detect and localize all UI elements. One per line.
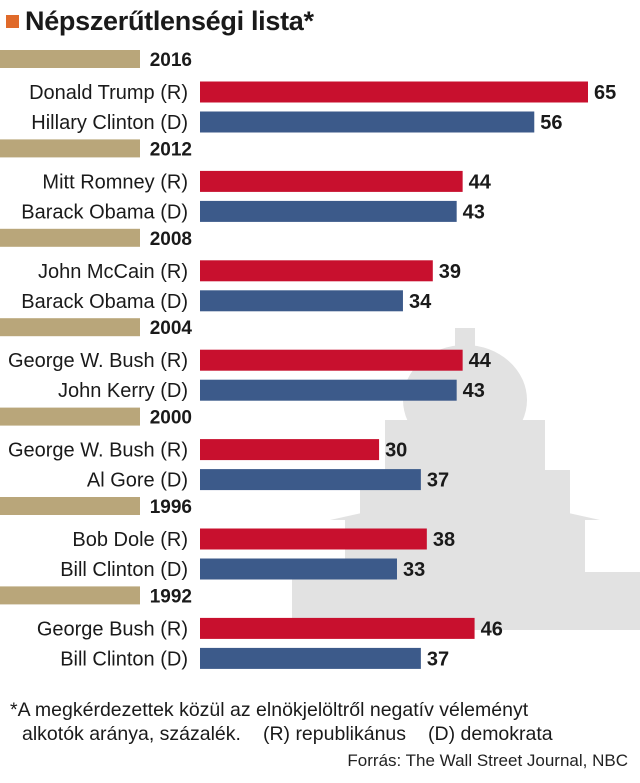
bar-value-label: 65 (594, 82, 616, 104)
bar-republican (200, 260, 433, 282)
bar-value-label: 30 (385, 440, 407, 462)
bar-republican (200, 170, 463, 192)
bar-value-label: 44 (469, 171, 492, 193)
bar-democrat (200, 379, 457, 401)
candidate-label: Donald Trump (R) (29, 82, 188, 104)
bar-value-label: 33 (403, 559, 425, 581)
bar-democrat (200, 558, 397, 580)
bar-republican (200, 349, 463, 371)
year-label: 1996 (150, 497, 192, 518)
candidate-label: Barack Obama (D) (21, 291, 188, 313)
year-group-2008: 2008 John McCain (R) 39 Barack Obama (D) 34 (0, 228, 461, 313)
year-band (0, 228, 140, 247)
year-group-2016: 2016 Donald Trump (R) 65 Hillary Clinton (D… (0, 50, 616, 134)
year-label: 2008 (150, 229, 192, 250)
footnote-line-2: alkotók aránya, százalék. (R) republikánu… (10, 722, 630, 746)
candidate-label: Barack Obama (D) (21, 201, 188, 223)
bar-democrat (200, 647, 421, 669)
candidate-label: John Kerry (D) (58, 380, 188, 402)
year-label: 1992 (150, 586, 192, 607)
bar-republican (200, 81, 588, 103)
bar-democrat (200, 200, 457, 222)
bar-democrat (200, 290, 403, 312)
legend-republican: (R) republikánus (262, 723, 407, 745)
bar-republican (200, 528, 427, 550)
candidate-label: Al Gore (D) (87, 470, 188, 492)
candidate-label: George W. Bush (R) (8, 350, 188, 372)
candidate-label: George W. Bush (R) (8, 440, 188, 462)
year-band (0, 586, 140, 605)
year-group-2012: 2012 Mitt Romney (R) 44 Barack Obama (D) 43 (0, 139, 492, 223)
year-band (0, 407, 140, 426)
year-label: 2012 (150, 139, 192, 160)
bar-value-label: 43 (463, 380, 485, 402)
candidate-label: Hillary Clinton (D) (31, 112, 188, 134)
bar-value-label: 37 (427, 648, 449, 670)
candidate-label: George Bush (R) (37, 618, 188, 640)
bar-value-label: 38 (433, 529, 455, 551)
source-credit: Forrás: The Wall Street Journal, NBC (347, 751, 628, 770)
bar-republican (200, 439, 380, 461)
year-band (0, 139, 140, 158)
year-group-2000: 2000 George W. Bush (R) 30 Al Gore (D) 37 (0, 407, 449, 492)
year-band (0, 50, 140, 68)
year-label: 2004 (150, 318, 193, 339)
candidate-label: Bill Clinton (D) (60, 559, 188, 581)
bar-value-label: 46 (481, 618, 503, 640)
bar-value-label: 34 (409, 291, 432, 313)
year-group-2004: 2004 George W. Bush (R) 44 John Kerry (D) 43 (0, 318, 492, 402)
year-label: 2016 (150, 50, 192, 71)
year-group-1996: 1996 Bob Dole (R) 38 Bill Clinton (D) 33 (0, 497, 455, 581)
chart-rows: 2016 Donald Trump (R) 65 Hillary Clinton (D… (0, 50, 616, 670)
footnote-unit-note: alkotók aránya, százalék. (22, 723, 241, 745)
bar-democrat (200, 111, 535, 133)
year-label: 2000 (150, 408, 192, 429)
year-band (0, 497, 140, 515)
year-band (0, 318, 140, 337)
candidate-label: Bob Dole (R) (72, 529, 188, 551)
bar-democrat (200, 469, 421, 491)
footnote-line-1: *A megkérdezettek közül az elnökjelöltrő… (10, 699, 529, 721)
candidate-label: Mitt Romney (R) (42, 171, 188, 193)
bar-value-label: 39 (439, 261, 461, 283)
candidate-label: John McCain (R) (38, 261, 188, 283)
bar-republican (200, 617, 475, 639)
bar-value-label: 37 (427, 470, 449, 492)
year-group-1992: 1992 George Bush (R) 46 Bill Clinton (D) 37 (0, 586, 503, 670)
bar-value-label: 43 (463, 201, 485, 223)
footnote: *A megkérdezettek közül az elnökjelöltrő… (10, 698, 630, 746)
legend-democrat: (D) demokrata (428, 723, 553, 745)
title-marker-icon (6, 14, 19, 28)
capitol-building-illustration (292, 328, 640, 630)
bar-value-label: 44 (469, 350, 492, 372)
candidate-label: Bill Clinton (D) (60, 648, 188, 670)
chart-header: Népszerűtlenségi lista* (6, 4, 314, 38)
bar-value-label: 56 (540, 112, 562, 134)
chart-title: Népszerűtlenségi lista* (25, 5, 314, 36)
